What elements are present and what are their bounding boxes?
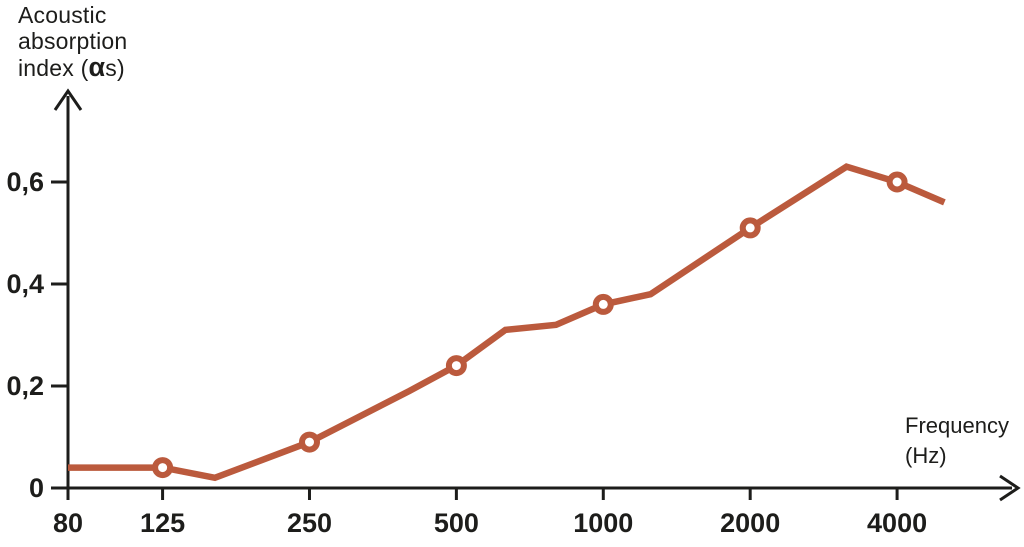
- absorption-line: [68, 163, 946, 482]
- y-tick-label: 0,6: [6, 167, 44, 197]
- x-tick-label: 1000: [573, 508, 633, 538]
- x-axis-title-line1: Frequency: [905, 413, 1009, 438]
- y-axis-arrow-icon: [53, 88, 83, 111]
- y-tick-label: 0,4: [6, 269, 44, 299]
- data-point-marker: [886, 171, 908, 193]
- x-axis-title: Frequency (Hz): [905, 411, 1023, 471]
- alpha-symbol: α: [88, 52, 106, 82]
- data-point-marker: [299, 431, 320, 453]
- data-point-marker: [592, 293, 614, 315]
- x-tick-label: 250: [287, 508, 332, 538]
- x-tick-label: 125: [140, 508, 185, 538]
- y-axis-title-line1: Acoustic: [18, 2, 107, 28]
- data-point-marker: [445, 355, 467, 377]
- y-axis-title: Acoustic absorption index (αs): [18, 2, 127, 81]
- x-tick-label: 4000: [867, 508, 927, 538]
- x-tick-label: 2000: [720, 508, 780, 538]
- x-tick-label: 80: [53, 508, 83, 538]
- y-tick-label: 0,2: [6, 371, 44, 401]
- y-axis-title-line2: absorption: [18, 28, 128, 54]
- x-axis-arrow-icon: [999, 474, 1021, 502]
- x-axis-title-line2: (Hz): [905, 443, 947, 468]
- data-point-marker: [739, 217, 761, 239]
- data-point-marker: [152, 457, 174, 479]
- y-axis-title-line3: index (αs): [18, 52, 125, 82]
- y-tick-label: 0: [29, 473, 44, 503]
- x-tick-label: 500: [434, 508, 479, 538]
